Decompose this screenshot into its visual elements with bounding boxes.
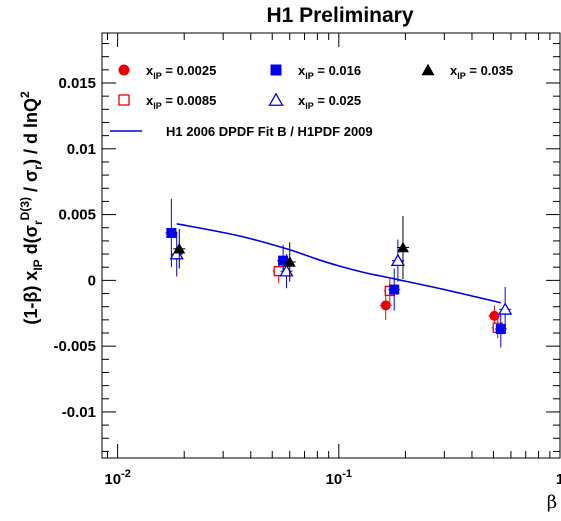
legend-label: xIP = 0.0085 (146, 93, 216, 111)
data-point (389, 284, 400, 295)
data-points (165, 198, 513, 348)
legend-fit-label: H1 2006 DPDF Fit B / H1PDF 2009 (166, 124, 373, 139)
fit-curve-line (176, 223, 501, 304)
legend-marker (421, 63, 435, 76)
legend-marker (270, 64, 282, 76)
data-point (495, 324, 506, 335)
data-point (498, 302, 513, 315)
y-tick-label: 0 (88, 272, 96, 289)
y-tick-label: -0.01 (62, 404, 96, 421)
legend-label: xIP = 0.0025 (146, 63, 216, 81)
y-tick-label: 0.015 (58, 75, 96, 92)
y-tick-label: -0.005 (53, 338, 96, 355)
data-point (283, 256, 296, 267)
data-point (166, 228, 177, 238)
x-tick-label: 1 (556, 471, 561, 488)
legend-label: xIP = 0.016 (298, 63, 361, 81)
y-axis-label-group: (1-β) xIP d(σrD(3) / σr) / d lnQ2 (18, 91, 45, 325)
data-point (173, 243, 186, 254)
x-tick-label: 10-2 (104, 468, 130, 488)
data-point (489, 310, 500, 321)
legend-marker (118, 64, 130, 76)
data-point (390, 253, 406, 267)
legend-marker (268, 92, 284, 106)
chart-title: H1 Preliminary (266, 4, 413, 27)
y-tick-label: 0.005 (58, 207, 96, 224)
data-point (396, 241, 409, 253)
legend-label: xIP = 0.035 (450, 63, 513, 81)
legend-marker (118, 94, 130, 106)
y-axis-label: (1-β) xIP d(σrD(3) / σr) / d lnQ2 (18, 91, 45, 325)
data-point (278, 255, 289, 266)
fit-curve-group (176, 223, 501, 304)
legend: xIP = 0.0025 xIP = 0.0085 xIP = 0.016 xIP =… (110, 63, 513, 139)
plot-frame (101, 32, 561, 459)
x-tick-label: 10-1 (326, 468, 352, 488)
axis-ticks: 10-2 10-1 1 -0.01 -0.005 0 0.005 0.01 0.015 (53, 33, 561, 488)
x-axis-label: β (547, 492, 557, 513)
y-tick-label: 0.01 (67, 141, 96, 158)
legend-label: xIP = 0.025 (298, 93, 361, 111)
data-point (380, 300, 391, 311)
